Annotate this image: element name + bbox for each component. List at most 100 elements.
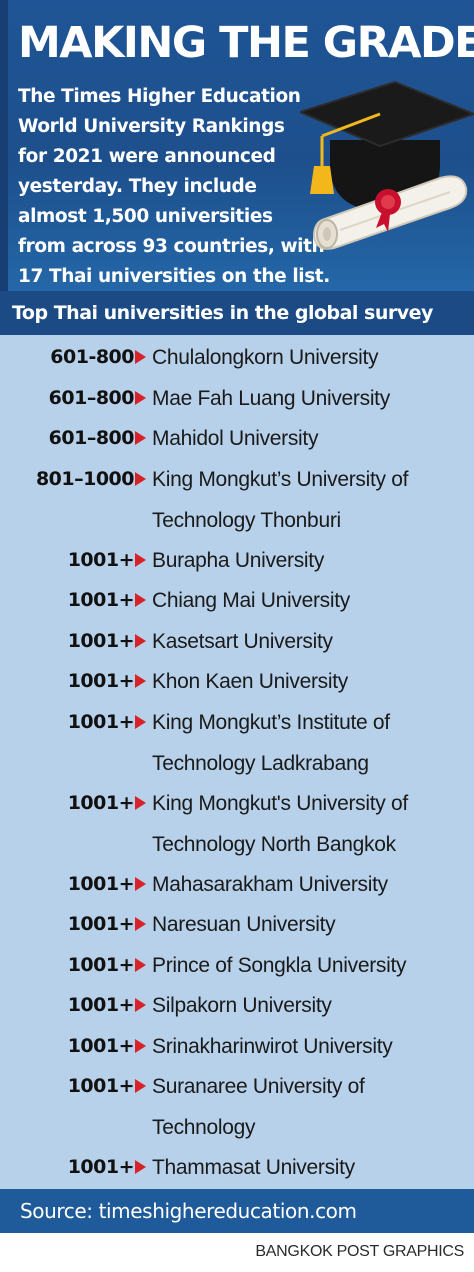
university-name: Thammasat University: [152, 1147, 470, 1188]
list-item: 601-800 Chulalongkorn University: [0, 337, 474, 378]
list-item: 1001+ Srinakharinwirot University: [0, 1026, 474, 1067]
header-panel: MAKING THE GRADE The Times Higher Educat…: [0, 0, 474, 291]
university-name-line: Silpakorn University: [152, 994, 332, 1017]
list-item: 1001+ Burapha University: [0, 540, 474, 581]
university-name: King Mongkut’s Institute of Technology La…: [152, 702, 470, 784]
rank-range: 1001+: [67, 629, 135, 652]
intro-line: The Times Higher Education: [18, 86, 301, 107]
bullet-triangle-icon: [135, 917, 146, 931]
university-name: Kasetsart University: [152, 621, 470, 662]
university-name: Chiang Mai University: [152, 580, 470, 621]
list-item: 1001+ Kasetsart University: [0, 621, 474, 662]
rank-range: 1001+: [67, 1156, 135, 1178]
rank-range: 1001+: [67, 1034, 135, 1057]
list-item: 1001+ King Mongkut's University of Technol…: [0, 783, 474, 864]
bullet-triangle-icon: [135, 957, 146, 972]
bullet-triangle-icon: [135, 1038, 146, 1053]
intro-text: The Times Higher Education World Univers…: [18, 82, 330, 291]
list-item: 1001+ Chiang Mai University: [0, 580, 474, 621]
illustration: [300, 80, 474, 250]
bullet-triangle-icon: [135, 633, 146, 648]
university-name: Srinakharinwirot University: [152, 1026, 470, 1067]
section-heading: Top Thai universities in the global surv…: [0, 291, 474, 335]
university-name: Mae Fah Luang University: [152, 378, 470, 419]
rank-range: 1001+: [67, 913, 135, 935]
university-name-line: Technology Ladkrabang: [152, 751, 369, 775]
rank-range: 1001+: [67, 872, 135, 895]
university-name: Prince of Songkla University: [152, 945, 470, 986]
university-name-line: King Mongkut's University of: [152, 791, 408, 815]
university-name-line: Chiang Mai University: [152, 589, 350, 612]
list-item: 801–1000 King Mongkut’s University of Tech…: [0, 459, 474, 540]
university-name-line: Srinakharinwirot University: [152, 1034, 393, 1058]
bullet-triangle-icon: [135, 1079, 146, 1093]
list-item: 1001+ Khon Kaen University: [0, 661, 474, 702]
university-name-line: Burapha University: [152, 548, 325, 572]
rank-range: 1001+: [67, 548, 135, 571]
list-item: 601–800 Mae Fah Luang University: [0, 378, 474, 419]
header-edge: [0, 0, 474, 291]
intro-line: World University Rankings: [18, 116, 285, 137]
university-name: Suranaree University of Technology: [152, 1066, 470, 1148]
rank-range: 1001+: [67, 710, 135, 733]
university-name: Naresuan University: [152, 904, 470, 945]
rank-range: 601-800: [50, 346, 134, 368]
list-item: 1001+ Mahasarakham University: [0, 864, 474, 905]
rank-range: 1001+: [67, 791, 135, 814]
page-title: MAKING THE GRADE: [18, 18, 474, 68]
intro-line: for 2021 were announced: [18, 146, 276, 167]
university-name-line: Technology Thonburi: [152, 508, 341, 532]
university-name: Khon Kaen University: [152, 661, 470, 702]
list-item: 1001+ Silpakorn University: [0, 985, 474, 1026]
rank-range: 801–1000: [35, 467, 135, 490]
university-name: Mahidol University: [152, 418, 470, 459]
university-name: King Mongkut’s University of Technology T…: [152, 459, 470, 541]
rank-range: 1001+: [67, 994, 135, 1016]
list-item: 601–800 Mahidol University: [0, 418, 474, 459]
graphics-credit: BANGKOK POST GRAPHICS: [255, 1243, 464, 1260]
rank-range: 1001+: [67, 953, 135, 976]
university-name-line: Mahidol University: [152, 427, 319, 450]
bullet-triangle-icon: [135, 795, 146, 810]
list-item: 1001+ Thammasat University: [0, 1147, 474, 1188]
bullet-triangle-icon: [135, 390, 146, 405]
university-name-line: Prince of Songkla University: [152, 953, 407, 977]
bullet-triangle-icon: [135, 1160, 146, 1174]
diploma-scroll-icon: [312, 175, 468, 250]
intro-line: almost 1,500 universities: [18, 206, 273, 227]
university-name-line: Technology North Bangkok: [152, 832, 396, 856]
bullet-triangle-icon: [135, 714, 146, 729]
rank-range: 601–800: [48, 427, 135, 449]
university-name-line: Suranaree University of: [152, 1075, 365, 1098]
list-item: 1001+ Suranaree University of Technology: [0, 1066, 474, 1147]
university-name: Mahasarakham University: [152, 864, 470, 905]
intro-line: from across 93 countries, with: [18, 236, 325, 257]
bullet-triangle-icon: [135, 876, 146, 891]
university-name: Burapha University: [152, 540, 470, 581]
university-name-line: Chulalongkorn University: [152, 346, 379, 369]
bullet-triangle-icon: [135, 471, 146, 486]
university-name: Silpakorn University: [152, 985, 470, 1026]
source-line: Source: timeshighereducation.com: [0, 1189, 474, 1233]
rank-range: 601–800: [48, 386, 135, 409]
rank-range: 1001+: [67, 589, 135, 611]
rankings-list: 601-800 Chulalongkorn University 601–800 Ma…: [0, 335, 474, 1189]
rank-range: 1001+: [67, 670, 135, 692]
bullet-triangle-icon: [135, 674, 146, 688]
bullet-triangle-icon: [135, 431, 146, 445]
university-name-line: Technology: [152, 1116, 256, 1139]
intro-line: 17 Thai universities on the list.: [18, 266, 330, 287]
rank-range: 1001+: [67, 1075, 135, 1097]
university-name-line: Khon Kaen University: [152, 670, 348, 693]
university-name-line: Naresuan University: [152, 913, 336, 936]
university-name-line: King Mongkut’s University of: [152, 467, 409, 491]
university-name-line: Thammasat University: [152, 1156, 355, 1179]
university-name-line: King Mongkut’s Institute of: [152, 710, 390, 734]
university-name: King Mongkut's University of Technology N…: [152, 783, 470, 865]
list-item: 1001+ Naresuan University: [0, 904, 474, 945]
intro-line: yesterday. They include: [18, 176, 257, 197]
bullet-triangle-icon: [135, 552, 146, 567]
list-item: 1001+ Prince of Songkla University: [0, 945, 474, 986]
bullet-triangle-icon: [135, 998, 146, 1012]
university-name: Chulalongkorn University: [152, 337, 470, 378]
